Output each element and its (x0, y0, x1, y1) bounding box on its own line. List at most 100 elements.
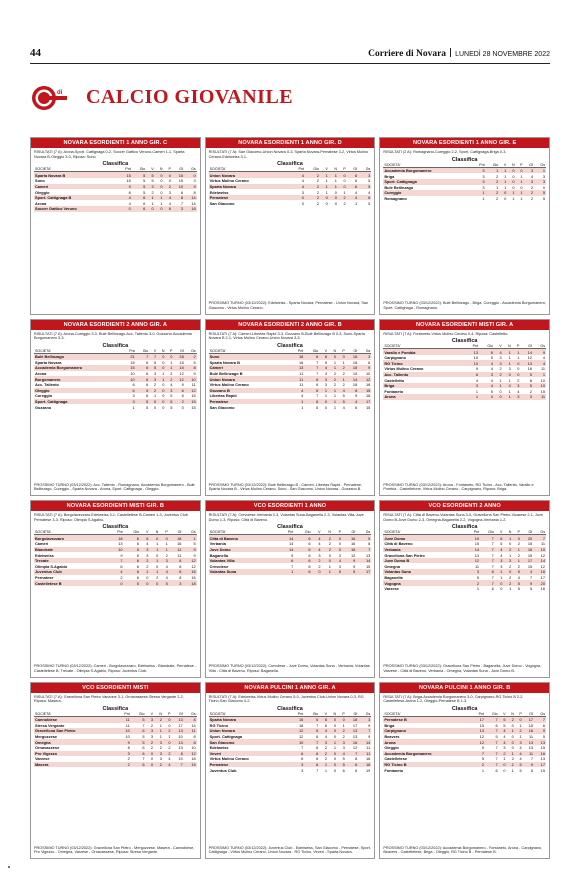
stat-cell: 2 (471, 761, 485, 768)
column-header: Gf (171, 711, 184, 717)
team-name: Masera (34, 761, 117, 768)
stat-cell: 1 (500, 574, 503, 580)
stat-cell: 5 (193, 541, 196, 547)
stat-cell: 6 (142, 745, 145, 751)
standings-box: VCO ESORDIENTI MISTI RISULTATI (7 A): Gra… (30, 681, 201, 859)
column-header: Gio (304, 348, 320, 354)
stat-cell: 16 (527, 366, 532, 372)
stat-cell: 0 (337, 716, 346, 723)
stat-cell: 5 (130, 716, 146, 723)
stat-cell: 10 (184, 376, 197, 382)
stat-cell: 9 (117, 183, 132, 190)
stat-cell: 2 (328, 541, 331, 547)
table-row: Union Novara 12 6 4 0 2 13 7 (208, 728, 372, 734)
team-name: Libertas Rapid (209, 393, 237, 399)
stat-cell: 6 (316, 382, 319, 388)
team-name: Borgomanero (34, 376, 123, 382)
standings-box: NOVARA PULCINI 1 ANNO GIR. A RISULTATI (7… (204, 681, 376, 859)
stat-cell: 1 (328, 171, 338, 179)
stat-cell: 16 (177, 541, 182, 547)
stat-cell: 4 (290, 183, 305, 190)
stat-cell: 4 (318, 541, 321, 547)
spacer (380, 773, 549, 846)
stat-cell: 17 (534, 761, 546, 768)
stat-cell: 6 (304, 716, 320, 723)
table-row: Accademia Borgomanero 15 6 5 0 1 15 8 (34, 365, 197, 371)
table-row: San Giacomo 10 7 3 1 3 16 14 (208, 739, 372, 745)
team-name: Sport. Cattignaga (209, 734, 243, 740)
table-row: San Giacomo 1 5 0 1 4 6 15 (209, 404, 372, 410)
stat-cell: 4 (520, 569, 534, 575)
stat-cell: 5 (514, 761, 523, 768)
table-row: Juve Domo B 12 7 3 3 1 17 14 (383, 557, 546, 564)
column-header: Gs (358, 711, 372, 717)
stat-cell: 4 (117, 194, 132, 201)
table-row: Cameri 13 7 4 1 2 16 9 (208, 365, 372, 371)
table-row: Cureggio 3 6 1 0 5 6 15 (34, 393, 197, 399)
team-name: Pernatese (208, 398, 290, 405)
classifica-heading: Classifica (451, 705, 478, 712)
team-name: Città di Baveno (384, 541, 413, 547)
column-header: P (337, 348, 346, 354)
column-header: N (154, 167, 164, 173)
stat-cell: 4 (165, 574, 168, 580)
team-name: Pernatese (208, 194, 291, 201)
column-header: N (157, 348, 166, 354)
stat-cell: 3 (146, 552, 149, 558)
stat-cell: 4 (324, 734, 327, 740)
team-name: Bulé Bellinzago B (209, 371, 243, 377)
box-title: NOVARA PULCINI 1 ANNO GIR. B (380, 682, 549, 693)
stat-cell: 18 (366, 393, 371, 399)
stat-cell: 7 (534, 716, 546, 723)
stat-cell: 16 (522, 728, 535, 734)
stat-cell: 1 (504, 173, 507, 179)
stat-cell: 1 (327, 387, 338, 394)
column-header: Gs (358, 167, 372, 173)
stat-cell: 7 (484, 728, 499, 734)
stat-cell: 11 (299, 371, 304, 377)
stat-cell: 0 (494, 580, 504, 586)
stat-cell: 4 (500, 552, 503, 558)
stat-cell: 13 (118, 541, 123, 547)
stat-cell: 2 (530, 196, 533, 201)
stat-cell: 2 (498, 750, 507, 757)
team-name: Varzese (35, 756, 50, 762)
column-header: V (320, 167, 329, 173)
table-row: Gozzano B 4 6 1 1 4 8 15 (208, 387, 372, 394)
stat-cell: 6 (478, 348, 494, 355)
stat-cell: 0 (145, 761, 155, 768)
stat-cell: 5 (542, 734, 545, 740)
stat-cell: 5 (490, 355, 493, 361)
results-text: RISULTATI (7 A): Gravellona San Pietro V… (34, 694, 184, 704)
stat-cell: 6 (308, 541, 311, 547)
stat-cell: 7 (533, 534, 546, 542)
stat-cell: 17 (520, 557, 534, 564)
stat-cell: 4 (331, 557, 342, 564)
stat-cell: 0 (507, 167, 516, 174)
stat-cell: 8 (179, 574, 182, 580)
table-row: Accademia Borgomanero 7 7 2 1 4 11 16 (383, 750, 546, 757)
stat-cell: 6 (304, 376, 320, 382)
stat-cell: 3 (472, 167, 486, 174)
stat-cell: 1 (493, 382, 503, 389)
stat-cell: 3 (482, 173, 485, 179)
stat-cell: 2 (184, 353, 197, 360)
stat-cell: 2 (485, 178, 500, 185)
stat-cell: 15 (540, 767, 545, 773)
stat-cell: 2 (493, 371, 503, 378)
stat-cell: 5 (517, 586, 520, 592)
stat-cell: 7 (484, 716, 499, 723)
team-name: Città di Baveno (208, 534, 278, 542)
stat-cell: 4 (146, 541, 149, 547)
stat-cell: 0 (328, 552, 331, 558)
stat-cell: 1 (511, 767, 514, 773)
stat-cell: 2 (149, 387, 158, 394)
stat-cell: 8 (368, 541, 371, 547)
table-row: Accademia Borgomanero 3 1 1 0 0 3 1 (383, 167, 546, 174)
stat-cell: 5 (154, 359, 157, 365)
stat-cell: 7 (345, 750, 359, 757)
box-title: NOVARA ESORDIENTI MISTI GIR. B (31, 501, 200, 511)
table-row: Cameri 9 5 3 0 2 10 9 (34, 183, 197, 190)
column-header: P (162, 711, 172, 717)
stat-cell: 1 (301, 404, 304, 410)
